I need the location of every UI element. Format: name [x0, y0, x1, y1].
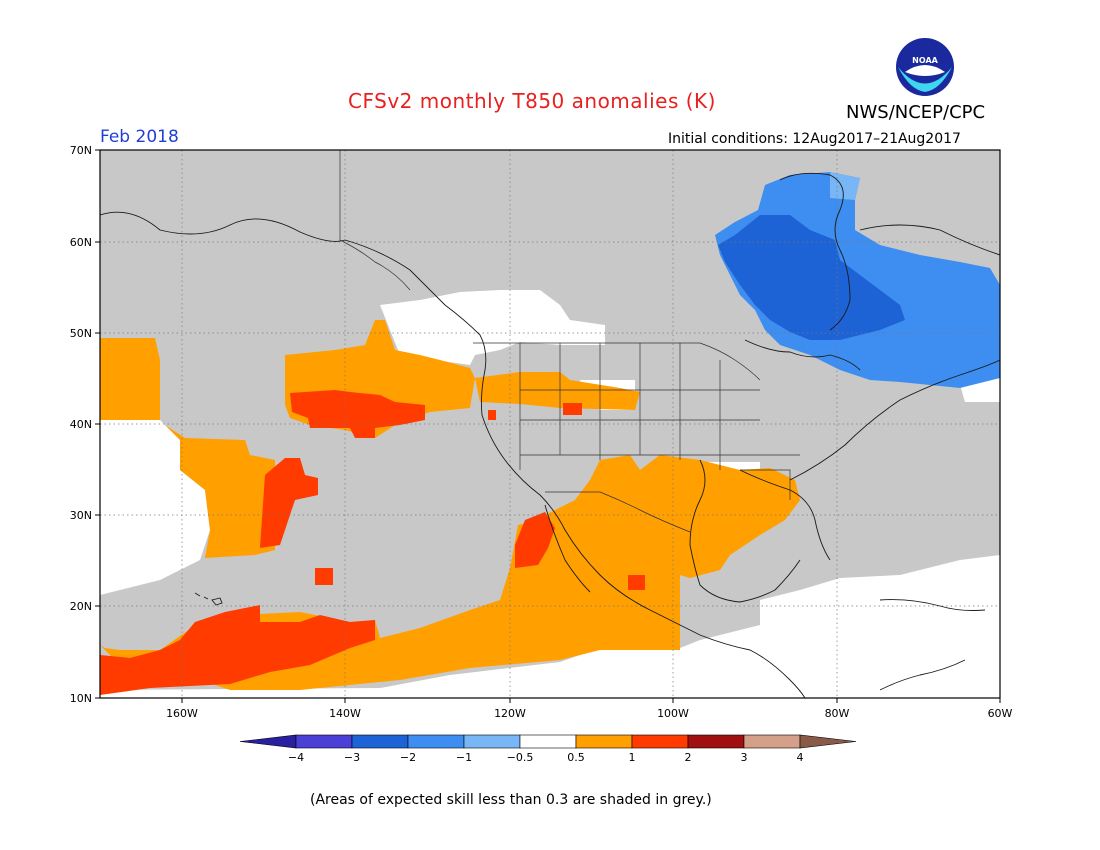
political-borders: [339, 150, 800, 533]
warm-strong-spot-2: [628, 575, 645, 590]
colorbar-segment-min: [239, 734, 297, 749]
lon-label: 120W: [494, 707, 526, 720]
colorbar-label: 4: [797, 751, 804, 764]
lon-label: 60W: [988, 707, 1013, 720]
lat-label: 60N: [70, 236, 92, 249]
white-region-pacific-west: [100, 420, 210, 595]
forecast-period: Feb 2018: [100, 127, 179, 147]
colorbar-segment: [295, 734, 353, 749]
coastlines: [100, 172, 1000, 698]
skill-note: (Areas of expected skill less than 0.3 a…: [310, 792, 712, 808]
colorbar-segment: [743, 734, 801, 749]
longitude-labels: 160W 140W 120W 100W 80W 60W: [166, 707, 1012, 720]
lon-label: 80W: [825, 707, 850, 720]
initial-conditions: Initial conditions: 12Aug2017–21Aug2017: [668, 131, 961, 147]
colorbar-segment: [351, 734, 409, 749]
colorbar-labels: −4 −3 −2 −1 −0.5 0.5 1 2 3 4: [288, 751, 804, 764]
hawaii-islands: [194, 592, 223, 606]
colorbar-label: −3: [344, 751, 360, 764]
noaa-logo-text: NOAA: [912, 56, 938, 65]
map-title: CFSv2 monthly T850 anomalies (K): [348, 89, 716, 113]
cool-region-canada-lightest: [830, 172, 860, 200]
warm-region-west-pacific: [100, 338, 160, 420]
colorbar-label: −0.5: [507, 751, 534, 764]
axis-ticks: [95, 149, 1001, 703]
colorbar-label: −1: [456, 751, 472, 764]
warm-strong-spot-4: [563, 403, 582, 415]
warm-strong-region-south-pacific: [100, 605, 375, 695]
map-field: [100, 150, 1000, 698]
warm-strong-region-northeast-pacific: [290, 390, 425, 438]
colorbar-label: 1: [629, 751, 636, 764]
colorbar-segment: [407, 734, 465, 749]
colorbar-segment-max: [799, 734, 857, 749]
colorbar-segment: [687, 734, 745, 749]
lat-label: 20N: [70, 600, 92, 613]
colorbar: [239, 734, 857, 749]
lat-label: 10N: [70, 692, 92, 705]
colorbar-segment: [463, 734, 521, 749]
colorbar-label: 0.5: [567, 751, 585, 764]
white-region-nw-coast: [380, 290, 605, 365]
warm-strong-spot-3: [488, 410, 496, 420]
warm-region-nw-strip: [475, 372, 640, 410]
cool-region-canada-dark: [718, 215, 905, 340]
colorbar-segment: [519, 734, 577, 749]
lon-label: 140W: [329, 707, 361, 720]
colorbar-label: 2: [685, 751, 692, 764]
white-region-east-pacific: [100, 555, 1000, 698]
warm-strong-region-baja: [515, 512, 555, 568]
noaa-logo: NOAA: [896, 38, 954, 96]
lat-label: 40N: [70, 418, 92, 431]
agency-label: NWS/NCEP/CPC: [846, 102, 986, 123]
colorbar-segment: [631, 734, 689, 749]
lon-label: 160W: [166, 707, 198, 720]
colorbar-label: −4: [288, 751, 304, 764]
colorbar-label: 3: [741, 751, 748, 764]
warm-strong-spot-1: [315, 568, 333, 585]
lat-label: 50N: [70, 327, 92, 340]
lat-label: 30N: [70, 509, 92, 522]
warm-region-central-pacific: [165, 425, 275, 558]
warm-strong-region-central-pacific: [260, 458, 318, 548]
colorbar-segment: [575, 734, 633, 749]
colorbar-label: −2: [400, 751, 416, 764]
latitude-labels: 70N 60N 50N 40N 30N 20N 10N: [70, 144, 92, 705]
lat-label: 70N: [70, 144, 92, 157]
lon-label: 100W: [657, 707, 689, 720]
